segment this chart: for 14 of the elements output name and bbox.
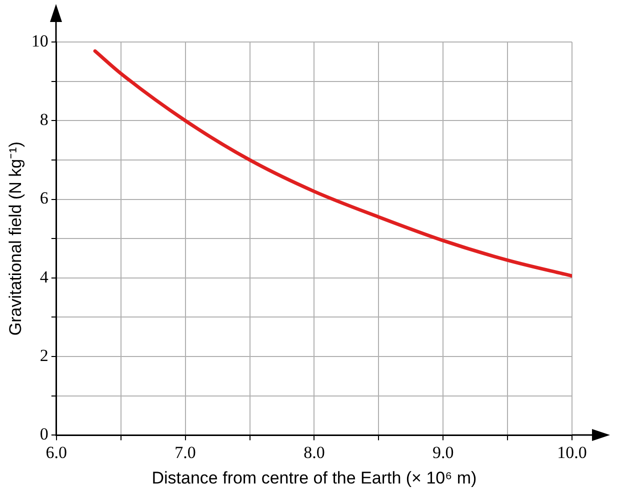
y-tick-label: 8	[40, 110, 48, 130]
y-tick-label: 6	[40, 188, 48, 208]
x-axis-title: Distance from centre of the Earth (× 10⁶ m)	[152, 468, 477, 488]
x-tick-label: 9.0	[432, 442, 454, 462]
x-tick-label: 6.0	[46, 442, 68, 462]
x-tick-label: 7.0	[174, 442, 196, 462]
x-tick-label: 10.0	[557, 442, 587, 462]
y-tick-label: 0	[40, 424, 48, 444]
line-series	[93, 49, 572, 278]
y-axis-title: Gravitational field (N kg⁻¹)	[6, 142, 25, 336]
y-tick-label: 2	[40, 346, 48, 366]
y-tick-label: 10	[31, 31, 48, 50]
y-tick-label: 4	[40, 267, 49, 286]
x-tick-label: 8.0	[304, 442, 325, 462]
